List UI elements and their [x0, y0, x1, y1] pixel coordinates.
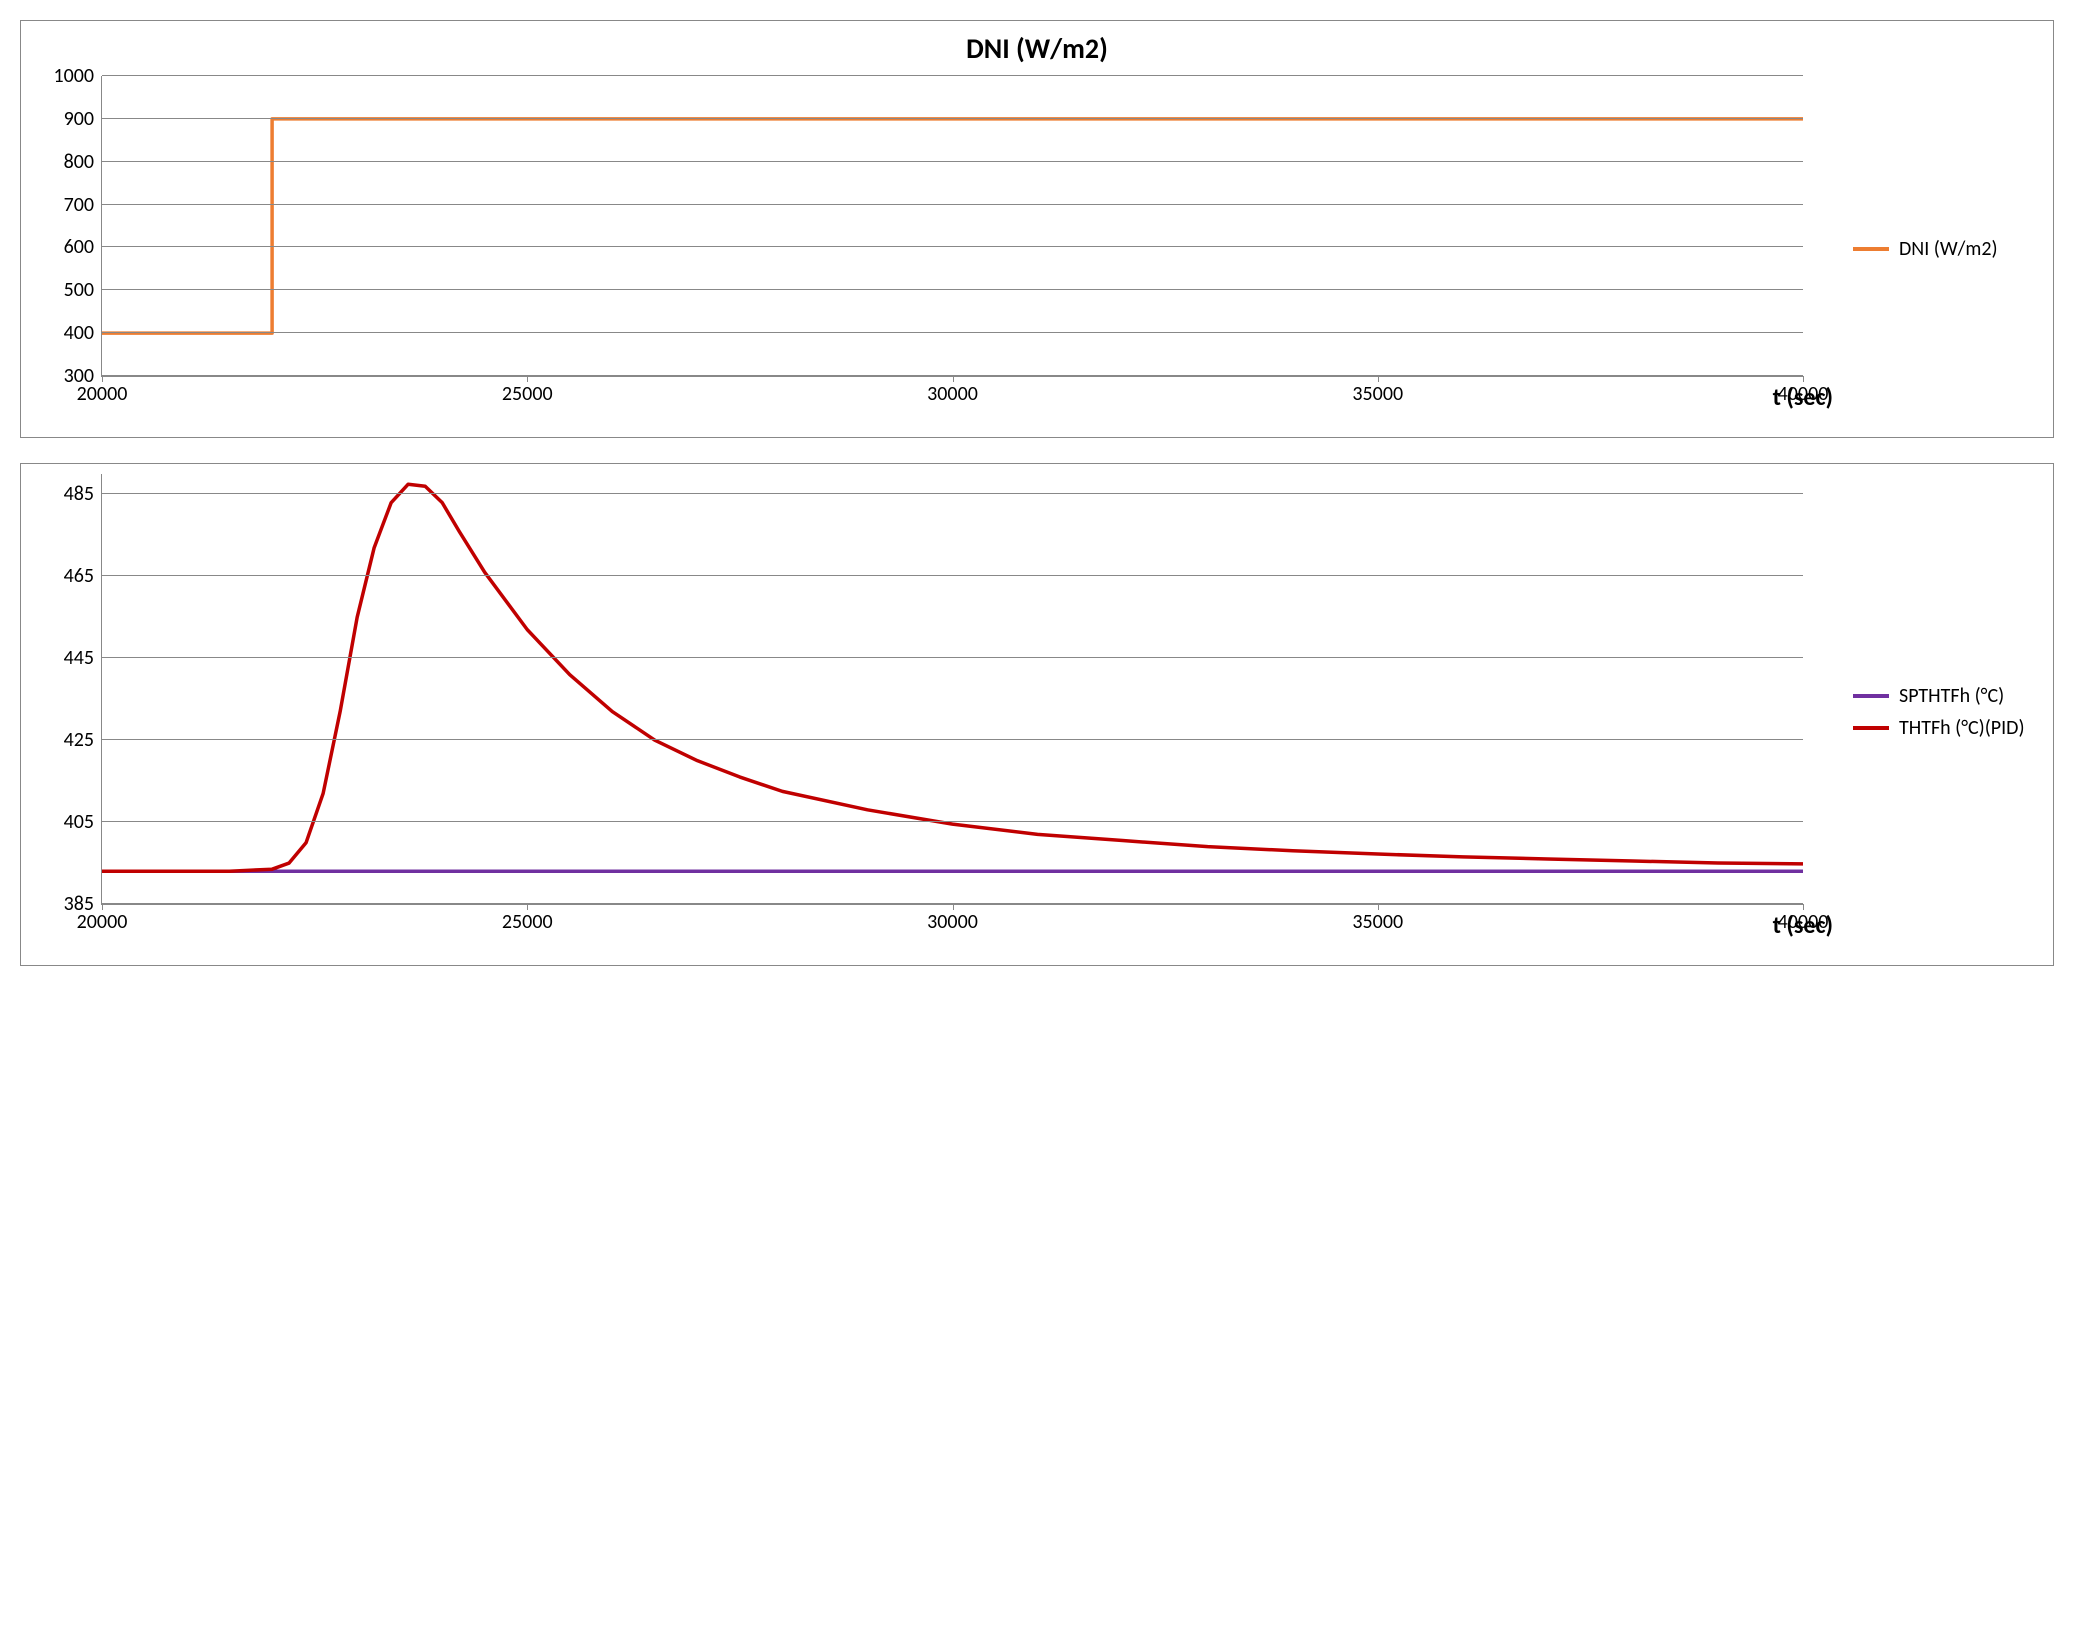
y-tick-label: 900 — [64, 107, 102, 131]
data-svg — [102, 76, 1803, 376]
y-tick-label: 465 — [64, 564, 102, 588]
legend: DNI (W/m2) — [1823, 229, 2033, 269]
plot-area: 3004005006007008009001000200002500030000… — [101, 76, 1803, 377]
grid-line — [102, 75, 1803, 76]
legend-swatch — [1853, 694, 1889, 698]
chart-body: 3854054254454654852000025000300003500040… — [41, 474, 2033, 950]
legend-swatch — [1853, 247, 1889, 251]
y-tick-label: 600 — [64, 235, 102, 259]
x-tick-label: 25000 — [502, 376, 553, 406]
legend: SPTHTFh (°C) THTFh (°C)(PID) — [1823, 676, 2033, 748]
plot-region: 3004005006007008009001000200002500030000… — [41, 76, 1823, 422]
grid-line — [102, 739, 1803, 740]
series-line — [102, 119, 1803, 333]
y-tick-label: 800 — [64, 150, 102, 174]
chart-body: 3004005006007008009001000200002500030000… — [41, 76, 2033, 422]
series-line — [102, 484, 1803, 871]
x-tick-label: 35000 — [1352, 376, 1403, 406]
x-tick-label: 30000 — [927, 376, 978, 406]
legend-item: THTFh (°C)(PID) — [1853, 716, 2033, 740]
legend-item: DNI (W/m2) — [1853, 237, 2033, 261]
legend-label: THTFh (°C)(PID) — [1899, 716, 2025, 740]
grid-line — [102, 118, 1803, 119]
y-tick-label: 445 — [64, 646, 102, 670]
grid-line — [102, 204, 1803, 205]
grid-line — [102, 289, 1803, 290]
grid-line — [102, 246, 1803, 247]
grid-line — [102, 493, 1803, 494]
chart-temperature: 3854054254454654852000025000300003500040… — [20, 463, 2054, 966]
y-tick-label: 405 — [64, 810, 102, 834]
x-axis-label: t (sec) — [1773, 911, 1833, 940]
x-tick-label: 20000 — [77, 904, 128, 934]
x-tick-label: 35000 — [1352, 904, 1403, 934]
plot-region: 3854054254454654852000025000300003500040… — [41, 474, 1823, 950]
grid-line — [102, 821, 1803, 822]
plot-area: 3854054254454654852000025000300003500040… — [101, 474, 1803, 905]
legend-label: SPTHTFh (°C) — [1899, 684, 2004, 708]
grid-line — [102, 332, 1803, 333]
grid-line — [102, 575, 1803, 576]
chart-title: DNI (W/m2) — [41, 31, 2033, 66]
x-axis-label: t (sec) — [1773, 383, 1833, 412]
y-tick-label: 425 — [64, 728, 102, 752]
x-tick-label: 25000 — [502, 904, 553, 934]
x-tick-label: 30000 — [927, 904, 978, 934]
y-tick-label: 400 — [64, 321, 102, 345]
grid-line — [102, 161, 1803, 162]
grid-line — [102, 657, 1803, 658]
data-svg — [102, 474, 1803, 904]
legend-label: DNI (W/m2) — [1899, 237, 1998, 261]
legend-swatch — [1853, 726, 1889, 730]
y-tick-label: 500 — [64, 278, 102, 302]
y-tick-label: 700 — [64, 193, 102, 217]
y-tick-label: 1000 — [53, 64, 102, 88]
chart-dni: DNI (W/m2) 30040050060070080090010002000… — [20, 20, 2054, 438]
y-tick-label: 485 — [64, 482, 102, 506]
x-tick-label: 20000 — [77, 376, 128, 406]
legend-item: SPTHTFh (°C) — [1853, 684, 2033, 708]
